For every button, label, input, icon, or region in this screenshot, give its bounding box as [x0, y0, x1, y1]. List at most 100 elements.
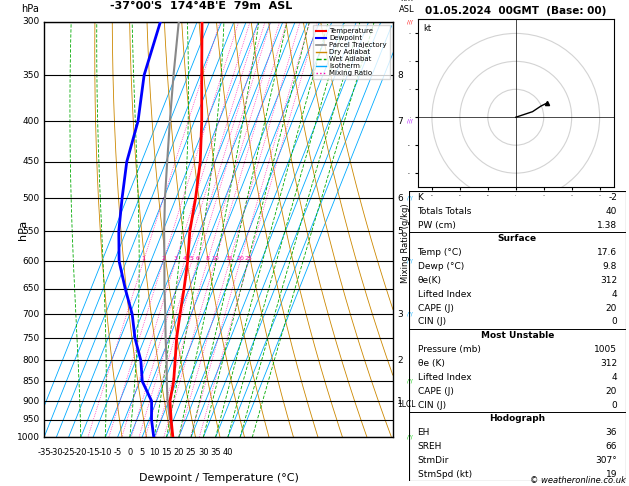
Text: -37°00'S  174°4B'E  79m  ASL: -37°00'S 174°4B'E 79m ASL — [110, 1, 292, 12]
Text: 312: 312 — [600, 276, 617, 285]
Text: 5: 5 — [398, 226, 403, 236]
Text: -5: -5 — [113, 448, 121, 457]
Text: ///: /// — [407, 312, 413, 317]
Text: 1000: 1000 — [17, 433, 40, 442]
Text: ///: /// — [407, 119, 413, 123]
Text: 5: 5 — [140, 448, 145, 457]
Text: 20: 20 — [174, 448, 184, 457]
Text: 20: 20 — [237, 256, 244, 261]
Text: 30: 30 — [198, 448, 209, 457]
Text: 950: 950 — [23, 415, 40, 424]
Text: ///: /// — [407, 196, 413, 201]
Text: 1: 1 — [398, 397, 403, 405]
Text: 01.05.2024  00GMT  (Base: 00): 01.05.2024 00GMT (Base: 00) — [425, 5, 606, 16]
Text: Lifted Index: Lifted Index — [418, 290, 471, 299]
Text: K: K — [418, 193, 423, 202]
Text: 6: 6 — [398, 194, 403, 203]
Text: 0: 0 — [611, 317, 617, 327]
Text: 20: 20 — [606, 387, 617, 396]
Text: CIN (J): CIN (J) — [418, 400, 446, 410]
Text: 10: 10 — [149, 448, 160, 457]
Text: 66: 66 — [606, 442, 617, 451]
Text: 3: 3 — [398, 310, 403, 319]
Text: 6: 6 — [196, 256, 200, 261]
Text: 40: 40 — [606, 207, 617, 216]
Text: Most Unstable: Most Unstable — [481, 331, 554, 340]
Text: 700: 700 — [23, 310, 40, 319]
Text: 25: 25 — [245, 256, 253, 261]
Text: 9.8: 9.8 — [603, 262, 617, 271]
Text: 10: 10 — [211, 256, 219, 261]
Text: 36: 36 — [606, 428, 617, 437]
Text: -25: -25 — [62, 448, 75, 457]
Text: 300: 300 — [23, 17, 40, 26]
Text: 1LCL: 1LCL — [398, 400, 416, 409]
Text: ///: /// — [407, 19, 413, 24]
Text: Pressure (mb): Pressure (mb) — [418, 345, 481, 354]
Text: © weatheronline.co.uk: © weatheronline.co.uk — [530, 475, 626, 485]
Text: 7: 7 — [398, 117, 403, 126]
Text: 20: 20 — [606, 304, 617, 312]
Text: ///: /// — [407, 435, 413, 440]
Text: kt: kt — [423, 24, 431, 33]
Text: 4: 4 — [611, 373, 617, 382]
Text: StmSpd (kt): StmSpd (kt) — [418, 470, 472, 479]
Text: 350: 350 — [23, 70, 40, 80]
Text: ///: /// — [407, 259, 413, 263]
Text: Temp (°C): Temp (°C) — [418, 248, 462, 257]
Text: hPa: hPa — [21, 3, 39, 14]
Text: -20: -20 — [74, 448, 87, 457]
Text: 8: 8 — [206, 256, 209, 261]
Text: Totals Totals: Totals Totals — [418, 207, 472, 216]
Text: 400: 400 — [23, 117, 40, 126]
Text: 312: 312 — [600, 359, 617, 368]
Text: 450: 450 — [23, 157, 40, 166]
Text: 800: 800 — [23, 356, 40, 365]
Text: -2: -2 — [608, 193, 617, 202]
Text: 17.6: 17.6 — [597, 248, 617, 257]
Text: 3: 3 — [174, 256, 177, 261]
Text: Hodograph: Hodograph — [489, 415, 545, 423]
Text: θe(K): θe(K) — [418, 276, 442, 285]
Text: 35: 35 — [210, 448, 221, 457]
Text: Dewp (°C): Dewp (°C) — [418, 262, 464, 271]
Text: 40: 40 — [223, 448, 233, 457]
Text: Dewpoint / Temperature (°C): Dewpoint / Temperature (°C) — [138, 473, 299, 483]
Text: 5: 5 — [190, 256, 194, 261]
Text: 550: 550 — [23, 226, 40, 236]
Text: θe (K): θe (K) — [418, 359, 445, 368]
Text: 2: 2 — [161, 256, 165, 261]
Text: -10: -10 — [99, 448, 112, 457]
Text: 0: 0 — [611, 400, 617, 410]
Text: 1.38: 1.38 — [597, 221, 617, 229]
Text: 900: 900 — [23, 397, 40, 405]
Legend: Temperature, Dewpoint, Parcel Trajectory, Dry Adiabat, Wet Adiabat, Isotherm, Mi: Temperature, Dewpoint, Parcel Trajectory… — [313, 25, 389, 79]
Text: Lifted Index: Lifted Index — [418, 373, 471, 382]
Text: StmDir: StmDir — [418, 456, 449, 465]
Text: CAPE (J): CAPE (J) — [418, 387, 454, 396]
Text: 600: 600 — [23, 257, 40, 265]
Text: 4: 4 — [611, 290, 617, 299]
Text: CIN (J): CIN (J) — [418, 317, 446, 327]
Text: 650: 650 — [23, 284, 40, 293]
Text: 15: 15 — [161, 448, 172, 457]
Text: Surface: Surface — [498, 234, 537, 243]
Text: 19: 19 — [606, 470, 617, 479]
Text: 2: 2 — [398, 356, 403, 365]
Text: 8: 8 — [398, 70, 403, 80]
Text: km
ASL: km ASL — [399, 0, 415, 14]
Text: PW (cm): PW (cm) — [418, 221, 455, 229]
Text: 15: 15 — [226, 256, 233, 261]
Text: 750: 750 — [23, 333, 40, 343]
Text: -35: -35 — [37, 448, 51, 457]
Text: hPa: hPa — [18, 220, 28, 240]
Text: 850: 850 — [23, 377, 40, 386]
Text: ///: /// — [407, 379, 413, 384]
Text: 307°: 307° — [596, 456, 617, 465]
Text: -30: -30 — [50, 448, 63, 457]
Text: Mixing Ratio (g/kg): Mixing Ratio (g/kg) — [401, 203, 410, 283]
Text: 4: 4 — [182, 256, 187, 261]
Text: 1005: 1005 — [594, 345, 617, 354]
Text: -15: -15 — [86, 448, 100, 457]
Text: 1: 1 — [142, 256, 145, 261]
